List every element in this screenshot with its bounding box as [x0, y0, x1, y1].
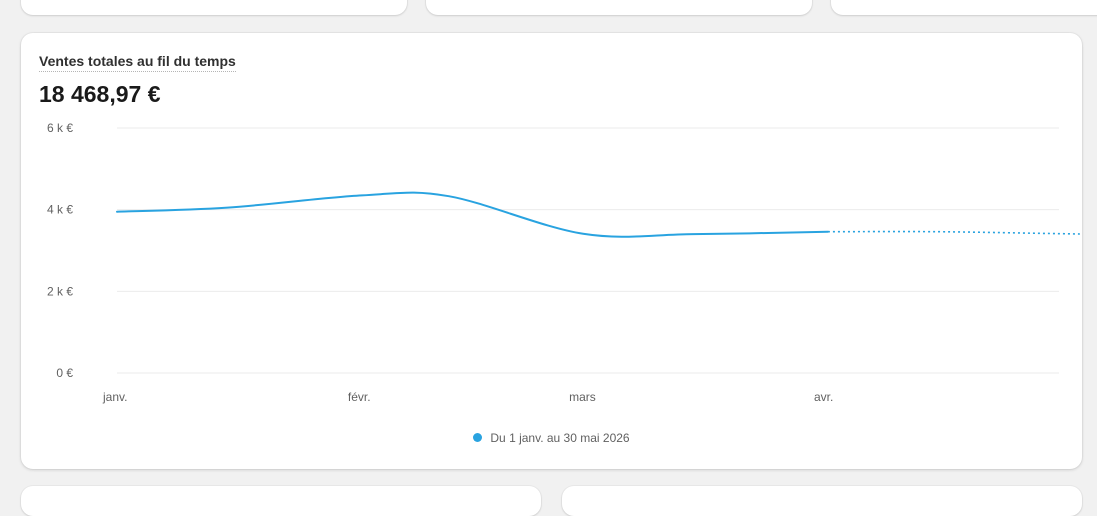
bottom-card-right: [562, 486, 1082, 516]
x-tick-label: avr.: [814, 390, 833, 404]
top-card-left: [21, 0, 407, 15]
y-tick-label: 0 €: [56, 366, 73, 380]
x-tick-label: févr.: [348, 390, 371, 404]
chart-title[interactable]: Ventes totales au fil du temps: [39, 53, 236, 72]
series-lines: [116, 191, 1082, 238]
top-card-middle: [426, 0, 812, 15]
grid-lines: [117, 127, 1059, 374]
legend-label: Du 1 janv. au 30 mai 2026: [490, 431, 630, 445]
y-tick-label: 2 k €: [47, 284, 73, 298]
y-axis-ticks: 0 € 2 k € 4 k € 6 k €: [47, 121, 73, 380]
line-chart: 0 € 2 k € 4 k € 6 k € janv. févr. mars avr.: [47, 121, 1082, 404]
y-tick-label: 6 k €: [47, 121, 73, 135]
chart-legend[interactable]: Du 1 janv. au 30 mai 2026: [21, 431, 1082, 445]
series-line-projected[interactable]: [827, 230, 1082, 238]
sales-over-time-card: Ventes totales au fil du temps 18 468,97…: [21, 33, 1082, 469]
total-sales-value: 18 468,97 €: [39, 81, 161, 107]
x-axis-ticks: janv. févr. mars avr.: [102, 390, 833, 404]
x-tick-label: janv.: [102, 390, 127, 404]
series-line-actual[interactable]: [116, 191, 829, 238]
y-tick-label: 4 k €: [47, 203, 73, 217]
legend-marker: [473, 433, 483, 442]
top-card-right: [831, 0, 1097, 15]
x-tick-label: mars: [569, 390, 596, 404]
bottom-card-left: [21, 486, 541, 516]
